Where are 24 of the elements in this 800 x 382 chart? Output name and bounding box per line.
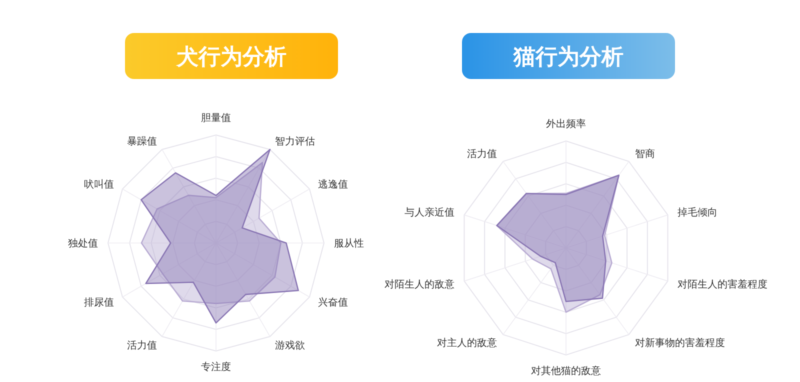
spoke-label: 智力评估 bbox=[275, 135, 315, 148]
spoke-label: 兴奋值 bbox=[318, 296, 348, 308]
spoke-label: 掉毛倾向 bbox=[677, 206, 718, 218]
spoke-label: 智商 bbox=[634, 148, 655, 160]
spoke-label: 游戏欲 bbox=[275, 340, 305, 352]
spoke-label: 外出频率 bbox=[546, 118, 586, 130]
spoke-label: 对主人的敌意 bbox=[437, 337, 498, 350]
spoke-label: 胆量值 bbox=[201, 113, 231, 124]
spoke-label: 吠叫值 bbox=[84, 178, 114, 190]
spoke-label: 排尿值 bbox=[84, 296, 114, 308]
spoke-label: 逃逸值 bbox=[318, 178, 348, 190]
spoke-label: 对陌生人的害羞程度 bbox=[677, 278, 768, 291]
spoke-label: 对陌生人的敌意 bbox=[384, 278, 455, 291]
spoke-label: 独处值 bbox=[68, 238, 98, 250]
spoke-label: 暴躁值 bbox=[127, 135, 157, 148]
spoke-label: 活力值 bbox=[467, 148, 498, 160]
spoke-label: 活力值 bbox=[127, 340, 157, 352]
spoke-label: 专注度 bbox=[201, 361, 231, 373]
chart-title: 猫行为分析 bbox=[512, 45, 624, 70]
spoke-label: 与人亲近值 bbox=[404, 206, 455, 218]
chart-title: 犬行为分析 bbox=[176, 45, 286, 70]
spoke-label: 对新事物的害羞程度 bbox=[634, 337, 725, 350]
spoke-label: 服从性 bbox=[334, 238, 364, 250]
spoke-label: 对其他猫的敌意 bbox=[531, 365, 601, 377]
